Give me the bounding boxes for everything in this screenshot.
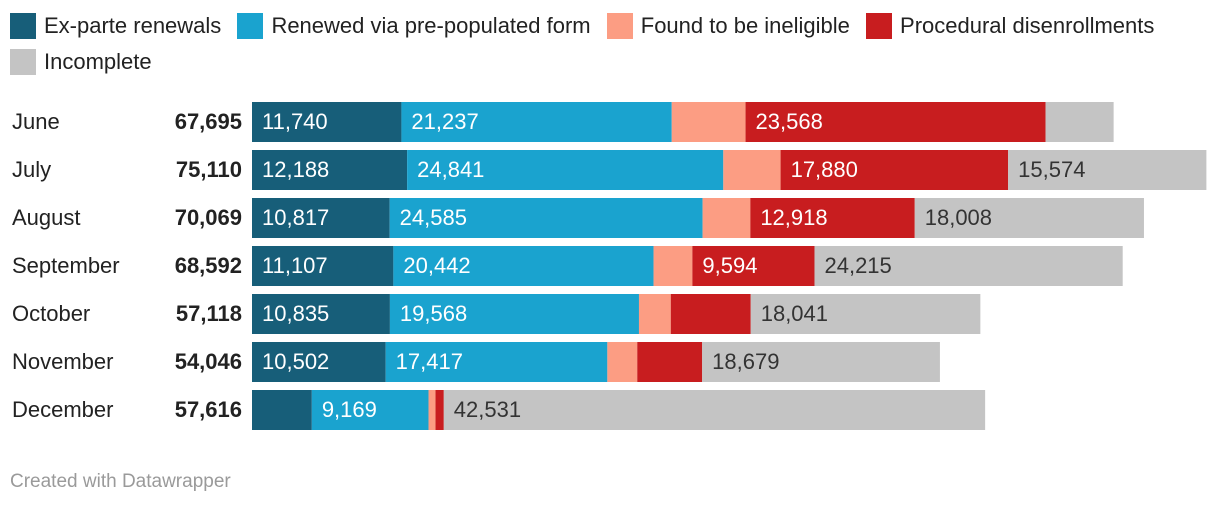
category-label-september: September (12, 253, 120, 278)
legend-swatch-ineligible (606, 13, 633, 39)
total-label-july: 75,110 (176, 157, 242, 182)
legend-label-ineligible: Found to be ineligible (640, 13, 850, 38)
data-label-ex-parte-september: 11,107 (262, 253, 328, 278)
total-label-december: 57,616 (175, 397, 242, 422)
category-label-october: October (12, 301, 90, 326)
bar-segment-procedural-august (750, 198, 915, 238)
bar-segment-ex-parte-june (252, 102, 402, 142)
total-label-november: 54,046 (175, 349, 242, 374)
bar-segment-ineligible-june (671, 102, 746, 142)
data-label-incomplete-december: 42,531 (454, 397, 521, 422)
category-label-june: June (12, 109, 60, 134)
data-label-ex-parte-august: 10,817 (262, 205, 329, 230)
bar-segment-incomplete-july (1008, 150, 1207, 190)
legend-swatch-ex-parte (10, 13, 36, 39)
total-label-june: 67,695 (175, 109, 242, 134)
bar-segment-procedural-december (435, 390, 444, 430)
data-label-ex-parte-october: 10,835 (262, 301, 329, 326)
data-label-ex-parte-november: 10,502 (262, 349, 329, 374)
bar-segment-incomplete-june (1045, 102, 1114, 142)
bar-segment-ex-parte-august (252, 198, 390, 238)
data-label-pre-populated-october: 19,568 (400, 301, 467, 326)
legend-label-incomplete: Incomplete (44, 49, 152, 74)
legend-label-procedural: Procedural disenrollments (900, 13, 1155, 38)
legend-item-pre-populated: Renewed via pre-populated form (237, 8, 591, 44)
bar-segment-pre-populated-august (389, 198, 703, 238)
category-label-august: August (12, 205, 81, 230)
data-label-procedural-june: 23,568 (756, 109, 823, 134)
bar-segment-incomplete-october (750, 294, 981, 334)
bar-segment-ex-parte-october (252, 294, 390, 334)
data-label-incomplete-september: 24,215 (824, 253, 891, 278)
chart-legend: Ex-parte renewals Renewed via pre-popula… (10, 8, 1205, 80)
total-label-august: 70,069 (175, 205, 242, 230)
data-label-incomplete-october: 18,041 (761, 301, 828, 326)
bar-segment-ex-parte-november (252, 342, 386, 382)
bar-segment-ex-parte-december (252, 390, 312, 430)
bar-segment-ex-parte-july (252, 150, 408, 190)
footer-credit: Created with Datawrapper (10, 471, 231, 492)
legend-swatch-pre-populated (237, 13, 264, 39)
data-label-ex-parte-july: 12,188 (262, 157, 329, 182)
data-label-procedural-august: 12,918 (760, 205, 827, 230)
bar-segment-ex-parte-september (252, 246, 394, 286)
bar-segment-pre-populated-october (389, 294, 639, 334)
bar-segment-ineligible-august (702, 198, 751, 238)
legend-item-incomplete: Incomplete (10, 44, 152, 80)
legend-swatch-procedural (866, 13, 893, 39)
bar-segment-procedural-july (780, 150, 1009, 190)
bar-segment-ineligible-october (638, 294, 671, 334)
legend-item-procedural: Procedural disenrollments (866, 8, 1154, 44)
data-label-pre-populated-august: 24,585 (400, 205, 467, 230)
bar-segment-ineligible-september (653, 246, 693, 286)
total-label-october: 57,118 (176, 301, 242, 326)
bar-segment-pre-populated-june (401, 102, 672, 142)
bar-segment-procedural-june (745, 102, 1046, 142)
legend-label-pre-populated: Renewed via pre-populated form (271, 13, 591, 38)
category-label-december: December (12, 397, 113, 422)
bar-segment-procedural-september (692, 246, 815, 286)
bar-segment-pre-populated-december (311, 390, 429, 430)
data-label-incomplete-november: 18,679 (712, 349, 779, 374)
bar-segment-ineligible-november (607, 342, 638, 382)
data-label-ex-parte-june: 11,740 (262, 109, 328, 134)
bar-segment-incomplete-december (443, 390, 986, 430)
stacked-bar-chart: June 67,695 11,740 21,237 23,568 July 75,110 12… (12, 102, 1207, 430)
bar-segment-incomplete-november (702, 342, 940, 382)
category-label-july: July (12, 157, 51, 182)
bar-segment-ineligible-december (428, 390, 436, 430)
legend-label-ex-parte: Ex-parte renewals (44, 13, 222, 38)
bar-segment-procedural-october (670, 294, 751, 334)
data-label-pre-populated-september: 20,442 (403, 253, 470, 278)
data-label-procedural-july: 17,880 (791, 157, 858, 182)
category-label-november: November (12, 349, 113, 374)
bar-segment-procedural-november (637, 342, 703, 382)
legend-item-ex-parte: Ex-parte renewals (10, 8, 221, 44)
legend-item-ineligible: Found to be ineligible (606, 8, 850, 44)
data-label-pre-populated-july: 24,841 (417, 157, 484, 182)
bar-segment-pre-populated-july (407, 150, 724, 190)
data-label-incomplete-august: 18,008 (925, 205, 992, 230)
bar-segment-pre-populated-september (393, 246, 654, 286)
data-label-incomplete-july: 15,574 (1018, 157, 1085, 182)
bar-segment-incomplete-september (814, 246, 1123, 286)
legend-swatch-incomplete (10, 49, 36, 75)
data-label-pre-populated-november: 17,417 (396, 349, 463, 374)
bar-segment-pre-populated-november (385, 342, 608, 382)
data-label-procedural-september: 9,594 (702, 253, 757, 278)
bar-segment-incomplete-august (914, 198, 1144, 238)
bar-segment-ineligible-july (723, 150, 781, 190)
data-label-pre-populated-december: 9,169 (322, 397, 377, 422)
total-label-september: 68,592 (175, 253, 242, 278)
data-label-pre-populated-june: 21,237 (411, 109, 478, 134)
